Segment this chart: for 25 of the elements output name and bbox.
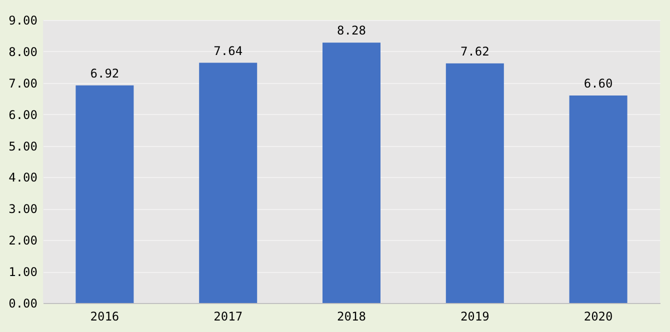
data-label: 6.92 <box>90 66 120 80</box>
data-label: 8.28 <box>337 24 366 38</box>
bar <box>322 42 380 303</box>
y-tick-label: 6.00 <box>8 108 38 122</box>
bar <box>569 95 628 303</box>
y-tick-label: 7.00 <box>8 76 38 90</box>
data-label: 6.60 <box>584 76 613 90</box>
bar <box>446 63 504 303</box>
y-tick-label: 9.00 <box>8 14 38 28</box>
x-tick-label: 2018 <box>337 310 366 324</box>
y-tick-label: 3.00 <box>8 202 38 216</box>
x-tick-label: 2016 <box>90 310 120 324</box>
data-label: 7.62 <box>460 44 490 58</box>
x-tick-label: 2020 <box>584 310 613 324</box>
y-tick-label: 8.00 <box>8 44 38 59</box>
y-tick-label: 1.00 <box>8 265 38 280</box>
y-tick-label: 5.00 <box>8 139 38 154</box>
y-tick-label: 2.00 <box>8 234 38 248</box>
y-tick-label: 0.00 <box>8 296 38 310</box>
bar <box>76 85 134 303</box>
x-tick-label: 2019 <box>460 310 490 324</box>
x-tick-label: 2017 <box>214 310 243 324</box>
y-tick-label: 4.00 <box>8 170 38 185</box>
data-label: 7.64 <box>214 44 243 58</box>
bar <box>199 62 258 303</box>
